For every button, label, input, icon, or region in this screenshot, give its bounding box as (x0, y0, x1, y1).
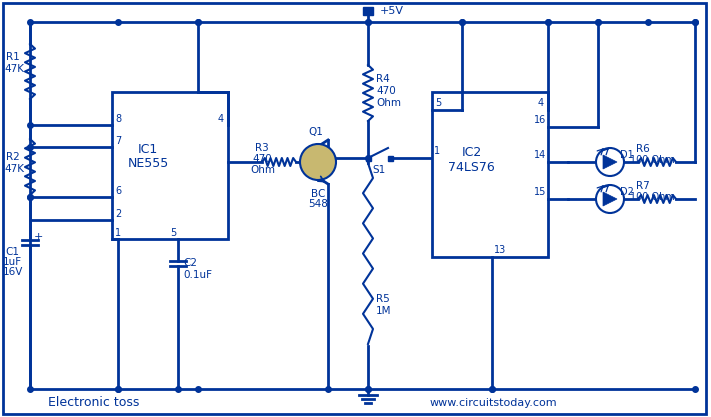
Circle shape (300, 144, 336, 180)
Bar (112, 92, 228, 239)
Text: BC: BC (311, 189, 325, 199)
Text: C1: C1 (5, 247, 19, 257)
Text: R1: R1 (6, 52, 20, 62)
Text: 47K: 47K (4, 64, 24, 74)
Bar (387, 156, 392, 161)
Text: R3: R3 (255, 143, 269, 153)
Text: D1: D1 (620, 150, 634, 160)
Text: 16V: 16V (3, 267, 23, 277)
Text: +5V: +5V (380, 6, 404, 16)
Text: 1: 1 (434, 146, 440, 156)
Text: 6: 6 (115, 186, 121, 196)
Bar (363, 7, 373, 15)
Text: 5: 5 (435, 98, 442, 108)
Text: R6: R6 (636, 144, 650, 154)
Bar (432, 92, 548, 257)
Text: R4: R4 (376, 74, 390, 84)
Text: 0.1uF: 0.1uF (183, 270, 212, 280)
Text: 14: 14 (534, 150, 546, 160)
Text: R7: R7 (636, 181, 650, 191)
Text: 1M: 1M (376, 306, 392, 316)
Text: 47K: 47K (4, 164, 24, 174)
Text: Ohm: Ohm (376, 98, 401, 108)
Text: 1: 1 (115, 228, 121, 238)
Text: 7: 7 (115, 136, 122, 146)
Text: +: + (34, 232, 43, 242)
Text: 1uF: 1uF (3, 257, 22, 267)
Polygon shape (603, 155, 617, 169)
Text: 548: 548 (308, 199, 328, 209)
Text: 13: 13 (494, 245, 506, 255)
Text: 4: 4 (218, 114, 224, 124)
Text: Ohm: Ohm (250, 165, 275, 175)
Text: 470: 470 (376, 86, 396, 96)
Text: D2: D2 (620, 187, 634, 197)
Bar (365, 156, 370, 161)
Text: R5: R5 (376, 294, 390, 304)
Text: IC2: IC2 (462, 146, 482, 158)
Text: NE555: NE555 (128, 156, 169, 169)
Text: C2: C2 (183, 258, 197, 268)
Text: 5: 5 (170, 228, 176, 238)
Text: 2: 2 (115, 209, 122, 219)
Text: www.circuitstoday.com: www.circuitstoday.com (430, 398, 557, 408)
Text: IC1: IC1 (138, 143, 159, 156)
Text: Q1: Q1 (308, 127, 323, 137)
Text: 15: 15 (534, 187, 546, 197)
Text: 4: 4 (538, 98, 544, 108)
Text: Electronic toss: Electronic toss (48, 397, 139, 409)
Text: 74LS76: 74LS76 (448, 161, 495, 173)
Polygon shape (603, 192, 617, 206)
Circle shape (596, 148, 624, 176)
Text: 470: 470 (252, 154, 272, 164)
Text: R2: R2 (6, 152, 20, 162)
Text: 100 Ohm: 100 Ohm (630, 192, 675, 202)
Text: 100 Ohm: 100 Ohm (630, 155, 675, 165)
Text: S1: S1 (372, 165, 385, 175)
Text: 16: 16 (534, 115, 546, 125)
Circle shape (596, 185, 624, 213)
Text: 8: 8 (115, 114, 121, 124)
